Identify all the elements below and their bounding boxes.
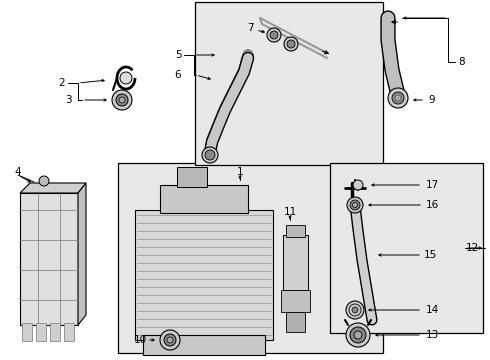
Bar [22, 323, 32, 341]
Bar [20, 193, 78, 325]
Text: 15: 15 [423, 250, 437, 260]
Text: 10: 10 [133, 335, 147, 345]
Text: 6: 6 [175, 70, 181, 80]
Bar [118, 163, 383, 353]
Circle shape [347, 197, 363, 213]
Text: 1: 1 [237, 167, 244, 177]
Circle shape [388, 88, 408, 108]
Bar [281, 290, 310, 312]
Circle shape [392, 92, 404, 104]
Bar [330, 163, 483, 333]
Circle shape [120, 72, 132, 84]
Circle shape [39, 176, 49, 186]
Circle shape [119, 97, 125, 103]
Text: 7: 7 [246, 23, 253, 33]
Bar [160, 185, 248, 213]
Text: 4: 4 [15, 167, 21, 177]
Polygon shape [78, 183, 86, 325]
Bar [283, 235, 308, 290]
Bar [286, 225, 305, 237]
Bar [50, 323, 60, 341]
Text: 13: 13 [425, 330, 439, 340]
Text: 8: 8 [459, 57, 466, 67]
Bar [135, 210, 273, 340]
Bar [286, 312, 305, 332]
Text: 17: 17 [425, 180, 439, 190]
Text: 2: 2 [59, 78, 65, 88]
Circle shape [353, 180, 363, 190]
Circle shape [116, 94, 128, 106]
Bar [143, 335, 265, 355]
Text: 5: 5 [175, 50, 181, 60]
Circle shape [112, 90, 132, 110]
Circle shape [284, 37, 298, 51]
Text: 11: 11 [283, 207, 296, 217]
Circle shape [350, 327, 366, 343]
Circle shape [287, 40, 295, 48]
Circle shape [395, 95, 401, 101]
Polygon shape [20, 183, 86, 193]
Text: 3: 3 [65, 95, 72, 105]
Circle shape [346, 323, 370, 347]
Bar [177, 167, 207, 187]
Bar [36, 323, 46, 341]
Circle shape [352, 202, 358, 207]
Bar [195, 2, 383, 165]
Circle shape [160, 330, 180, 350]
Circle shape [346, 301, 364, 319]
Circle shape [267, 28, 281, 42]
Bar [64, 323, 74, 341]
Text: 9: 9 [429, 95, 435, 105]
Circle shape [167, 337, 173, 343]
Text: 12: 12 [466, 243, 479, 253]
Circle shape [205, 150, 215, 160]
Circle shape [270, 31, 278, 39]
Circle shape [354, 331, 362, 339]
Text: 14: 14 [425, 305, 439, 315]
Text: 16: 16 [425, 200, 439, 210]
Circle shape [350, 200, 360, 210]
Circle shape [164, 334, 176, 346]
Circle shape [202, 147, 218, 163]
Circle shape [352, 307, 358, 313]
